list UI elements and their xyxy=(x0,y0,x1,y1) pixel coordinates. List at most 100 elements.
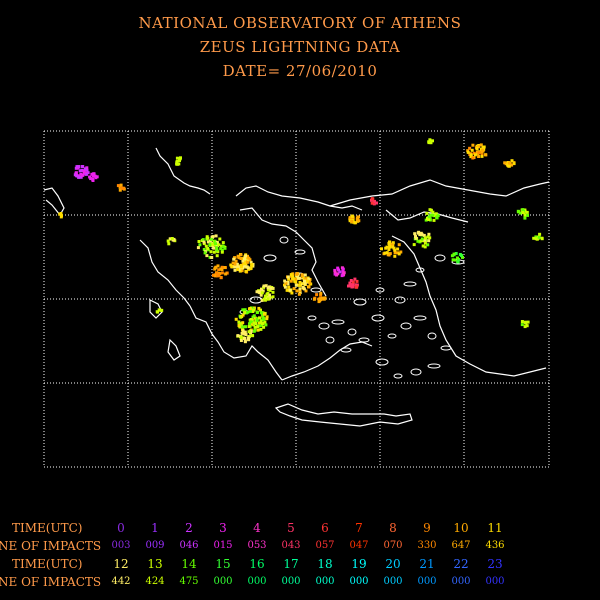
lightning-impact xyxy=(75,174,79,178)
lightning-impact xyxy=(393,254,397,258)
lightning-impact xyxy=(239,265,243,269)
legend-count-hour-14: 475 xyxy=(179,576,199,587)
lightning-impact xyxy=(308,281,312,285)
lightning-impact xyxy=(210,242,214,246)
lightning-impact xyxy=(220,248,224,252)
lightning-impact xyxy=(295,272,299,276)
legend-hour-13: 13 xyxy=(147,557,163,571)
lightning-impact xyxy=(213,239,217,243)
lightning-impact xyxy=(209,250,213,254)
lightning-impact xyxy=(242,325,246,329)
lightning-impact xyxy=(373,199,376,203)
lightning-impact xyxy=(258,316,261,320)
coast-island xyxy=(400,322,412,330)
lightning-impact xyxy=(246,266,250,270)
lightning-impact xyxy=(479,143,483,147)
coast-marmara-south xyxy=(385,209,469,223)
lightning-impact xyxy=(525,324,529,328)
lightning-impact xyxy=(214,242,217,246)
lightning-impact xyxy=(297,283,301,287)
lightning-impact xyxy=(520,320,524,323)
lightning-impact xyxy=(337,268,340,272)
lightning-impact xyxy=(251,334,255,338)
lightning-impact xyxy=(60,214,63,218)
lightning-impact xyxy=(206,236,210,240)
lightning-impact xyxy=(319,293,323,297)
lightning-impact xyxy=(429,208,433,212)
coast-island xyxy=(434,254,446,262)
lightning-impact xyxy=(290,291,294,295)
lightning-impact xyxy=(393,248,397,252)
lightning-impact xyxy=(265,317,269,321)
lightning-impact xyxy=(197,240,201,243)
coast-island xyxy=(375,287,385,293)
lightning-impact xyxy=(319,291,323,295)
lightning-impact xyxy=(427,232,431,236)
lightning-impact xyxy=(393,251,397,255)
lightning-impact xyxy=(269,286,273,290)
lightning-impact xyxy=(412,243,416,247)
lightning-impact xyxy=(338,270,342,274)
lightning-impact xyxy=(263,312,266,316)
lightning-impact xyxy=(224,272,228,276)
lightning-impact xyxy=(79,175,83,179)
lightning-impact xyxy=(315,293,319,297)
lightning-impact xyxy=(288,288,292,292)
lightning-impact xyxy=(532,236,536,240)
lightning-impact xyxy=(535,237,539,241)
lightning-impact xyxy=(428,236,432,240)
lightning-impact xyxy=(77,165,81,169)
lightning-impact xyxy=(350,285,354,289)
lightning-impact xyxy=(348,219,352,223)
lightning-impact xyxy=(523,325,527,329)
lightning-impact xyxy=(234,259,238,263)
legend-count-hour-12: 442 xyxy=(111,576,131,587)
lightning-impact xyxy=(243,262,247,266)
lightning-impact xyxy=(257,306,261,310)
lightning-impact xyxy=(220,265,224,269)
lightning-impact xyxy=(285,288,289,292)
lightning-impact xyxy=(252,329,256,333)
lightning-impact xyxy=(421,239,425,243)
lightning-impact xyxy=(223,246,227,250)
lightning-impact xyxy=(342,271,346,275)
lightning-impact xyxy=(239,339,243,342)
lightning-impact xyxy=(175,156,179,160)
legend-hour-14: 14 xyxy=(181,557,197,571)
lightning-impact xyxy=(387,253,391,257)
lightning-impact xyxy=(248,309,252,313)
lightning-impact xyxy=(237,320,241,324)
lightning-impact xyxy=(249,322,253,326)
lightning-impact xyxy=(507,161,511,165)
legend-impacts-label-row1: NE OF IMPACTS xyxy=(0,539,102,553)
lightning-impact xyxy=(229,263,233,267)
lightning-impact xyxy=(534,235,538,239)
legend-count-hour-17: 000 xyxy=(281,576,301,587)
lightning-impact xyxy=(287,285,291,289)
lightning-impact xyxy=(461,255,464,259)
lightning-impact xyxy=(427,239,431,243)
lightning-impact xyxy=(434,212,438,216)
lightning-impact xyxy=(341,269,345,273)
lightning-impact xyxy=(353,277,357,281)
lightning-impact xyxy=(223,266,227,269)
coast-italy-heel xyxy=(43,187,65,217)
lightning-impact xyxy=(392,246,396,250)
coast-island xyxy=(415,267,425,273)
coast-island xyxy=(263,254,277,262)
legend-count-hour-19: 000 xyxy=(349,576,369,587)
coast-island xyxy=(307,315,317,321)
lightning-impact xyxy=(427,141,431,145)
lightning-impact xyxy=(351,280,355,284)
lightning-impact xyxy=(248,322,251,326)
lightning-impact xyxy=(230,265,234,269)
lightning-impact xyxy=(475,146,479,150)
lightning-impact xyxy=(255,290,259,294)
lightning-impact xyxy=(420,237,424,241)
lightning-impact xyxy=(263,294,267,298)
lightning-impact xyxy=(218,237,222,241)
lightning-impact xyxy=(205,235,209,239)
lightning-impact xyxy=(264,284,268,288)
lightning-impact xyxy=(266,286,270,290)
lightning-impact xyxy=(295,289,299,293)
